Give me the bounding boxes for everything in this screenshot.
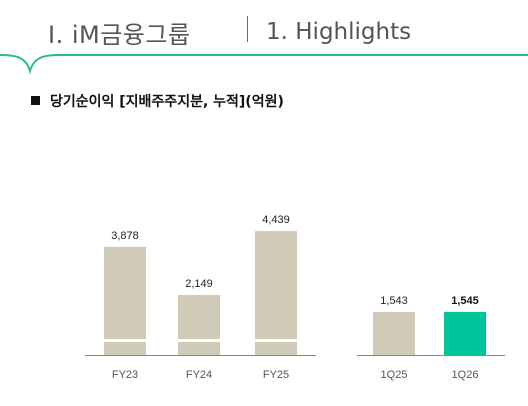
axis-break-mark [255,339,297,342]
bar-1q25 [373,311,415,355]
page-title: Ⅰ. iM금융그룹 [48,21,191,49]
category-label-fy25: FY25 [263,369,289,381]
category-label-fy23: FY23 [112,369,138,381]
axis-break-mark [104,339,146,342]
category-label-fy24: FY24 [186,369,212,381]
bar-fy25 [255,231,297,355]
category-label-1q25: 1Q25 [381,369,408,381]
header-accent-rule [0,54,528,75]
section-bullet [31,96,40,105]
section-title: 당기순이익 [지배주주지분, 누적](억원) [50,94,284,110]
data-label-1q26: 1,545 [451,295,479,307]
bar-fy23 [104,246,146,355]
axis-break-mark [178,339,220,342]
header-separator [247,16,248,42]
data-label-fy24: 2,149 [185,278,213,290]
data-label-1q25: 1,543 [380,295,408,307]
page-subtitle: 1. Highlights [266,19,412,45]
data-label-fy23: 3,878 [111,230,139,242]
bar-fy24 [178,295,220,355]
bar-1q26 [444,311,486,355]
category-label-1q26: 1Q26 [452,369,479,381]
data-label-fy25: 4,439 [262,214,290,226]
